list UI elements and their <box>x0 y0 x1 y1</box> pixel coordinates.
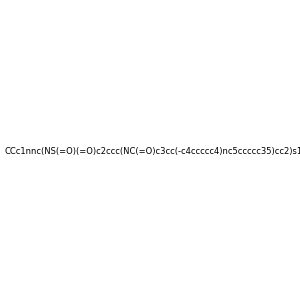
Text: CCc1nnc(NS(=O)(=O)c2ccc(NC(=O)c3cc(-c4ccccc4)nc5ccccc35)cc2)s1: CCc1nnc(NS(=O)(=O)c2ccc(NC(=O)c3cc(-c4cc… <box>5 147 300 156</box>
